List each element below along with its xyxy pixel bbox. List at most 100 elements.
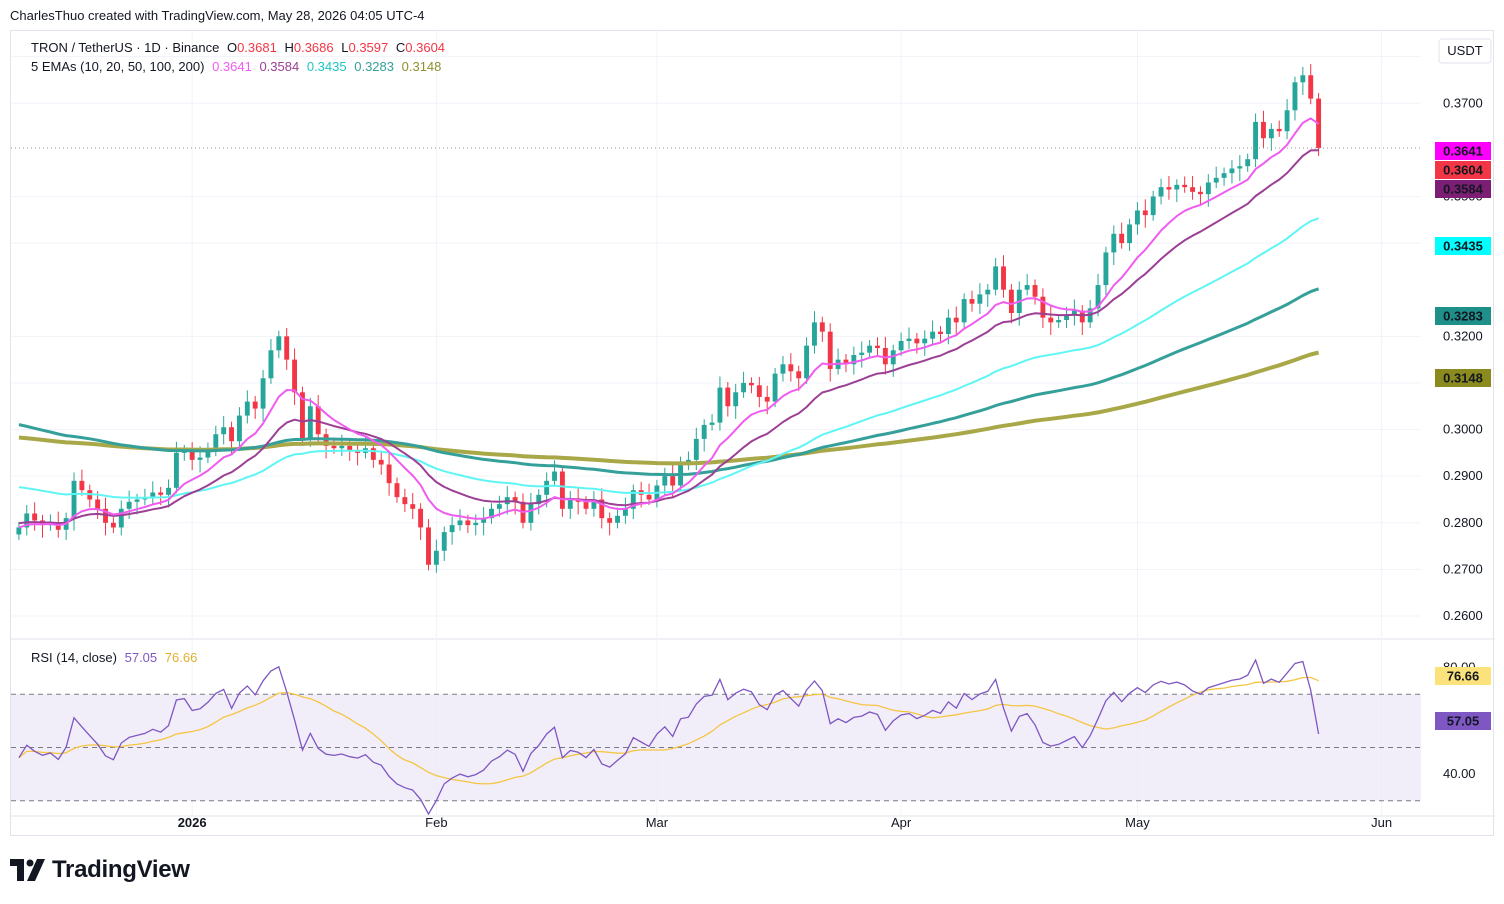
ohlc-open: O0.3681 [226, 40, 277, 55]
time-tick-label: Apr [891, 815, 912, 830]
candle-body [1268, 128, 1274, 139]
ohlc-high: H0.3686 [284, 40, 334, 55]
candle-body [788, 364, 794, 372]
candle-body [662, 476, 668, 486]
candle-body [166, 487, 171, 495]
candle-body [1127, 224, 1132, 244]
candle-body [859, 352, 865, 355]
candles-group [16, 64, 1322, 573]
candle-body [197, 457, 203, 460]
last-price-badge [1435, 161, 1491, 179]
candle-body [1292, 82, 1298, 111]
ema50-price-badge-text: 0.3435 [1443, 239, 1483, 254]
ema100-price-badge-text: 0.3283 [1443, 309, 1483, 324]
candle-body [528, 504, 534, 523]
time-tick-label: Mar [646, 815, 669, 830]
candle-body [32, 513, 38, 521]
chart-frame[interactable]: 0.38000.37000.35000.34000.32000.31000.30… [10, 30, 1495, 837]
candle-body [615, 515, 620, 523]
rsi-ma-legend-value: 76.66 [164, 650, 198, 665]
candle-body [1205, 182, 1211, 195]
ema-legend[interactable]: 5 EMAs (10, 20, 50, 100, 200) 0.3641 0.3… [31, 59, 445, 74]
candle-body [1237, 166, 1243, 169]
candle-body [150, 492, 156, 498]
ema50-price-badge [1435, 237, 1491, 255]
ema20-price-badge [1435, 180, 1491, 198]
candle-body [780, 364, 786, 374]
candle-body [701, 424, 707, 439]
tradingview-logo[interactable]: TradingView [10, 856, 190, 884]
last-price-badge-text: 0.3604 [1443, 163, 1484, 178]
candle-body [906, 338, 912, 341]
candle-body [284, 336, 290, 360]
ema-legend-label: 5 EMAs (10, 20, 50, 100, 200) [31, 59, 205, 74]
ema100-price-badge [1435, 307, 1491, 325]
candle-body [71, 480, 77, 519]
candle-body [221, 427, 227, 435]
candle-body [985, 289, 991, 295]
price-tick-label: 0.3200 [1443, 328, 1483, 343]
rsi-legend[interactable]: RSI (14, close) 57.05 76.66 [31, 650, 201, 665]
ema50-value: 0.3435 [306, 59, 347, 74]
candle-body [552, 471, 557, 481]
candle-body [1253, 121, 1259, 160]
candle-body [79, 480, 85, 491]
candle-body [1284, 110, 1290, 132]
candle-body [402, 497, 408, 505]
candle-body [1048, 317, 1054, 323]
candle-body [1095, 285, 1101, 309]
candle-body [741, 382, 747, 393]
candle-body [236, 415, 242, 442]
candle-body [630, 490, 636, 509]
rsi-ma-badge-text: 76.66 [1447, 669, 1480, 684]
candle-body [819, 322, 825, 332]
chart-caption: CharlesThuo created with TradingView.com… [10, 8, 425, 23]
candle-body [961, 299, 967, 323]
candle-body [599, 499, 605, 519]
candle-body [339, 445, 345, 449]
candle-body [1032, 285, 1038, 297]
ema200-price-badge-text: 0.3148 [1443, 371, 1483, 386]
candle-body [796, 371, 802, 379]
ema10-price-badge-text: 0.3641 [1443, 144, 1483, 159]
price-tick-label: 0.2600 [1443, 608, 1483, 623]
candle-body [1111, 233, 1117, 253]
candle-body [418, 508, 424, 528]
candle-body [1064, 315, 1069, 321]
candle-body [126, 501, 132, 509]
ema200-value: 0.3148 [401, 59, 442, 74]
candle-body [347, 445, 353, 451]
ohlc-close: C0.3604 [395, 40, 446, 55]
candle-body [1300, 75, 1306, 83]
symbol-title[interactable]: TRON / TetherUS · 1D · Binance [31, 40, 220, 55]
candle-body [1134, 210, 1140, 225]
chart-svg[interactable]: 0.38000.37000.35000.34000.32000.31000.30… [11, 31, 1495, 837]
candle-body [1103, 252, 1109, 286]
candle-body [1190, 187, 1196, 192]
candle-body [567, 499, 573, 509]
candle-body [1261, 121, 1266, 139]
rsi-tick-label: 40.00 [1443, 766, 1476, 781]
candle-body [622, 508, 628, 516]
candle-body [772, 373, 778, 402]
candle-body [331, 445, 337, 449]
candle-body [1308, 75, 1314, 99]
candle-body [268, 350, 274, 379]
candle-body [1150, 196, 1156, 216]
ema20-value: 0.3584 [259, 59, 300, 74]
time-tick-label: May [1125, 815, 1150, 830]
candle-body [300, 392, 305, 439]
candle-body [1197, 191, 1203, 195]
candle-body [1056, 320, 1062, 323]
candle-body [882, 347, 888, 365]
candle-body [1158, 187, 1164, 197]
candle-body [693, 438, 699, 460]
time-tick-label: Jun [1371, 815, 1392, 830]
candle-body [749, 382, 754, 386]
candle-body [670, 476, 676, 486]
candle-body [457, 520, 463, 526]
rsi-badge-text: 57.05 [1447, 714, 1480, 729]
candle-body [307, 406, 313, 439]
ema50-line [18, 217, 1319, 499]
candle-body [812, 322, 817, 346]
